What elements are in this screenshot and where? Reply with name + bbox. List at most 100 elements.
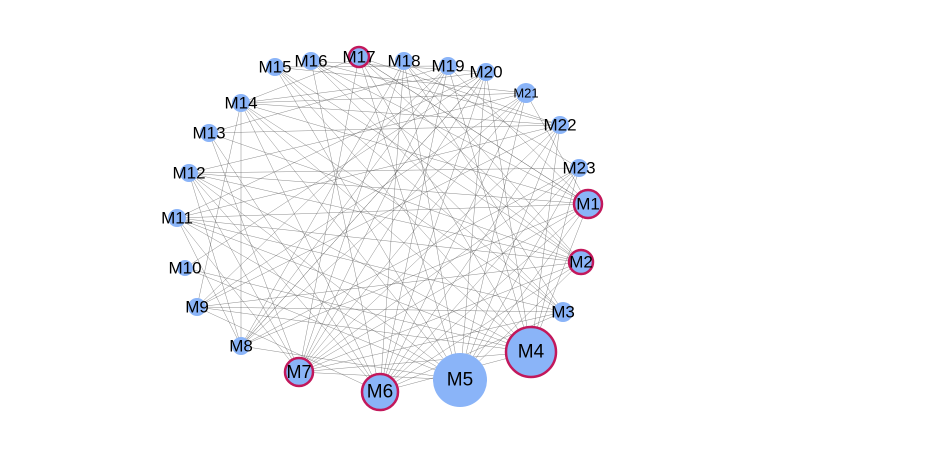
edge-m2-m9 [196,261,582,308]
edge-m1-m14 [240,102,589,205]
node-circle-m1 [572,188,604,220]
edge-m5-m22 [459,124,561,381]
edge-m4-m19 [447,65,532,353]
edge-m5-m20 [459,71,487,381]
node-circle-m19 [439,57,457,75]
edge-m2-m11 [176,217,582,263]
edge-m7-m11 [176,217,300,373]
edge-m6-m14 [240,102,381,393]
edge-m19-m7 [298,65,449,373]
edge-m19-m8 [240,65,449,347]
node-m10: M10 [168,259,201,278]
edge-m13-m22 [208,124,561,134]
node-m15: M15 [258,58,291,77]
node-label-m6: M6 [367,382,393,403]
edge-m17-m2 [358,56,582,263]
edge-m2-m6 [379,261,582,393]
node-circle-m13 [200,124,218,142]
edge-m4-m10 [184,267,532,353]
node-label-m14: M14 [224,94,257,113]
edge-m23-m7 [298,167,580,373]
node-label-m19: M19 [431,57,464,76]
edge-m6-m13 [208,132,381,393]
edge-m2-m16 [310,60,582,263]
edge-m20-m8 [240,71,487,347]
node-m17: M17 [342,45,376,69]
node-circle-m21 [516,83,536,103]
node-label-m12: M12 [172,164,205,183]
edge-m7-m21 [298,92,527,373]
node-m1: M1 [572,188,604,220]
edge-m9-m19 [196,65,449,308]
edge-m18-m23 [403,60,580,169]
node-circle-m5 [433,353,487,407]
node-circle-m10 [177,260,193,276]
edge-m4-m23 [530,167,580,353]
edge-m16-m3 [310,60,564,313]
node-m21: M21 [513,83,539,103]
node-label-m11: M11 [161,209,193,228]
edge-m5-m8 [240,345,461,381]
node-m12: M12 [172,164,205,183]
edge-m6-m9 [196,306,381,393]
node-label-m13: M13 [192,124,225,143]
node-circle-m11 [168,209,186,227]
edge-m14-m20 [240,71,487,104]
node-m5: M5 [433,353,487,407]
node-m22: M22 [543,116,576,135]
edge-m14-m21 [240,92,527,104]
edge-m4-m15 [274,66,532,353]
edge-m4-m20 [485,71,532,353]
node-m3: M3 [551,302,575,322]
node-circle-m6 [360,372,400,412]
edge-m2-m12 [188,172,582,263]
edge-m2-m13 [208,132,582,263]
edge-m8-m12 [188,172,242,347]
edge-m17-m1 [358,56,589,205]
edge-m7-m12 [188,172,300,373]
node-m13: M13 [192,124,225,143]
edge-m1-m7 [298,203,589,373]
edge-m5-m21 [459,92,527,381]
node-label-m5: M5 [447,370,473,391]
node-label-m1: M1 [576,195,600,214]
node-circle-m18 [395,52,413,70]
edges-layer [176,56,589,393]
edge-m17-m22 [358,56,561,126]
node-label-m8: M8 [229,337,253,356]
node-circle-m4 [504,325,558,379]
node-circle-m7 [283,356,315,388]
node-label-m10: M10 [168,259,201,278]
node-m11: M11 [161,209,193,228]
edge-m12-m21 [188,92,527,174]
edge-m9-m22 [196,124,561,308]
edge-m21-m1 [525,92,589,205]
node-circle-m20 [477,63,495,81]
node-label-m20: M20 [469,63,502,82]
edge-m5-m17 [358,56,461,381]
edge-m6-m23 [379,167,580,393]
edge-m11-m22 [176,124,561,219]
node-circle-m14 [232,94,250,112]
node-circle-m2 [567,248,595,276]
edge-m5-m23 [459,167,580,381]
edge-m13-m19 [208,65,449,134]
edge-m20-m10 [184,71,487,269]
node-m9: M9 [185,298,209,317]
node-m2: M2 [567,248,595,276]
edge-m6-m21 [379,92,527,393]
node-label-m4: M4 [518,342,545,363]
edge-m6-m16 [310,60,381,393]
edge-m14-m17 [240,56,360,104]
edge-m7-m22 [298,124,561,373]
edge-m4-m17 [358,56,532,353]
node-circle-m15 [266,58,284,76]
node-circle-m23 [570,159,588,177]
node-label-m22: M22 [543,116,576,135]
node-m19: M19 [431,57,464,76]
edge-m4-m22 [530,124,561,353]
edge-m9-m21 [196,92,527,308]
node-m20: M20 [469,63,502,82]
edge-m8-m18 [240,60,405,347]
